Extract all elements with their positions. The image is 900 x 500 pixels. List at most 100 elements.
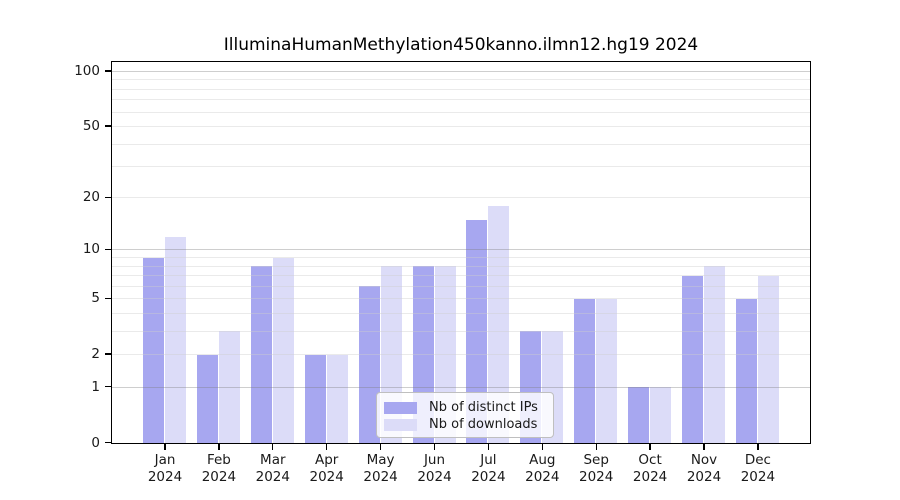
bar-distinct-ips <box>304 354 326 443</box>
x-tick-month: Jul <box>480 452 497 468</box>
x-tick-mark <box>433 444 436 450</box>
x-tick-label: Apr 2024 <box>299 452 355 485</box>
minor-gridline <box>112 354 810 356</box>
x-tick-year: 2024 <box>417 468 452 485</box>
x-tick-year: 2024 <box>201 468 237 485</box>
minor-gridline <box>112 330 810 332</box>
y-tick-mark <box>105 353 111 355</box>
bar-distinct-ips <box>358 286 380 443</box>
minor-gridline <box>112 166 810 168</box>
x-tick-mark <box>649 444 651 450</box>
x-tick-label: Jun 2024 <box>407 452 463 485</box>
x-tick-label: May 2024 <box>353 452 409 485</box>
y-tick-mark <box>105 70 111 72</box>
bar-downloads <box>218 331 240 443</box>
x-tick-year: 2024 <box>255 468 290 485</box>
y-tick-mark <box>105 297 111 299</box>
bar-downloads <box>272 257 294 443</box>
x-tick-year: 2024 <box>740 468 776 485</box>
legend: Nb of distinct IPs Nb of downloads <box>376 392 554 438</box>
y-tick-mark <box>105 441 111 444</box>
bar-downloads <box>326 354 348 443</box>
bar-downloads <box>488 206 510 443</box>
y-tick-label: 20 <box>82 189 100 206</box>
bar-downloads <box>596 298 618 443</box>
major-gridline <box>112 386 810 388</box>
x-tick-mark <box>757 444 759 450</box>
y-tick-label: 0 <box>91 434 100 451</box>
minor-gridline <box>112 111 810 113</box>
legend-swatch-distinct-ips <box>384 401 417 414</box>
minor-gridline <box>112 197 810 199</box>
minor-gridline <box>112 79 810 81</box>
x-tick-month: Aug <box>529 452 556 468</box>
y-tick-label: 10 <box>82 241 100 258</box>
bar-distinct-ips <box>466 219 488 443</box>
minor-gridline <box>112 88 810 90</box>
bars-layer <box>112 62 810 443</box>
bar-downloads <box>650 387 672 443</box>
minor-gridline <box>112 298 810 300</box>
plot-area: Nb of distinct IPs Nb of downloads <box>111 61 811 444</box>
x-tick-year: 2024 <box>147 468 183 485</box>
bar-distinct-ips <box>143 257 164 443</box>
minor-gridline <box>112 285 810 287</box>
x-tick-label: Feb 2024 <box>191 452 247 485</box>
y-tick-label: 100 <box>74 62 100 79</box>
x-tick-year: 2024 <box>686 468 722 485</box>
x-tick-mark <box>272 444 274 450</box>
x-tick-month: Feb <box>206 452 231 468</box>
x-tick-mark <box>487 444 490 450</box>
x-tick-month: Jan <box>154 452 176 468</box>
bar-distinct-ips <box>574 298 596 443</box>
y-tick-label: 2 <box>91 346 100 363</box>
x-tick-mark <box>164 444 166 450</box>
x-tick-year: 2024 <box>309 468 344 485</box>
x-tick-mark <box>541 444 543 450</box>
y-tick-label: 5 <box>91 290 100 307</box>
bar-distinct-ips <box>735 298 757 443</box>
x-tick-month: Mar <box>260 452 286 468</box>
x-tick-label: Sep 2024 <box>568 452 624 485</box>
bar-distinct-ips <box>196 354 218 443</box>
minor-gridline <box>112 143 810 145</box>
bar-downloads <box>704 266 725 443</box>
x-tick-label: Mar 2024 <box>245 452 301 485</box>
minor-gridline <box>112 126 810 127</box>
x-tick-year: 2024 <box>632 468 668 485</box>
x-tick-mark <box>326 444 328 450</box>
x-tick-label: Dec 2024 <box>730 452 786 485</box>
x-tick-month: Jun <box>423 452 446 468</box>
legend-entry-downloads: Nb of downloads <box>384 416 545 433</box>
y-tick-mark <box>105 196 111 199</box>
x-tick-year: 2024 <box>363 468 398 485</box>
x-tick-year: 2024 <box>525 468 560 485</box>
minor-gridline <box>112 275 810 277</box>
legend-label-distinct-ips: Nb of distinct IPs <box>429 400 538 415</box>
y-tick-mark <box>105 248 111 251</box>
y-tick-mark <box>105 386 111 388</box>
x-tick-month: Apr <box>315 452 339 468</box>
bar-downloads <box>165 236 186 443</box>
x-tick-month: Oct <box>638 452 662 468</box>
x-tick-mark <box>703 444 705 450</box>
y-tick-label: 1 <box>91 378 100 395</box>
bar-downloads <box>757 275 779 443</box>
x-tick-month: Dec <box>744 452 771 468</box>
minor-gridline <box>112 265 810 267</box>
x-tick-mark <box>595 444 597 450</box>
x-tick-label: Oct 2024 <box>622 452 678 485</box>
x-tick-mark <box>218 444 220 450</box>
x-tick-month: Nov <box>690 452 718 468</box>
bar-distinct-ips <box>628 387 650 443</box>
x-tick-label: Aug 2024 <box>514 452 570 485</box>
x-tick-mark <box>379 444 382 450</box>
major-gridline <box>112 70 810 72</box>
x-tick-label: Nov 2024 <box>676 452 732 485</box>
x-tick-year: 2024 <box>579 468 614 485</box>
x-tick-month: May <box>366 452 395 468</box>
bar-distinct-ips <box>250 266 272 443</box>
minor-gridline <box>112 99 810 101</box>
x-tick-label: Jul 2024 <box>460 452 516 485</box>
